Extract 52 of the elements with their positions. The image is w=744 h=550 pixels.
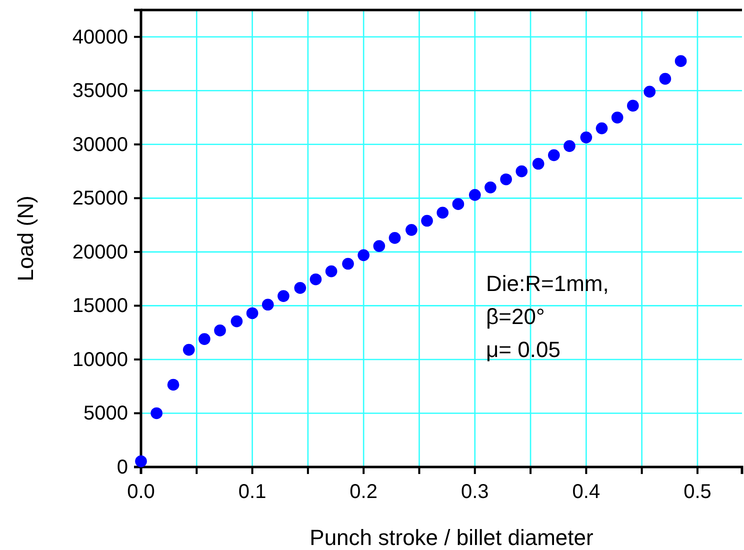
point (182, 344, 195, 356)
y-tick-label: 10000 (72, 348, 128, 371)
x-tick-label: 0.5 (684, 481, 712, 504)
point (358, 249, 370, 262)
x-tick-label: 0.4 (572, 481, 600, 504)
x-tick-label: 0.1 (238, 481, 266, 504)
y-tick-label: 30000 (72, 134, 128, 156)
point (342, 258, 354, 270)
point (564, 140, 576, 152)
point (580, 132, 592, 144)
point (436, 206, 449, 219)
point (548, 149, 560, 162)
point (611, 112, 624, 124)
point (516, 165, 528, 178)
y-tick-label: 5000 (84, 402, 128, 425)
point (278, 290, 290, 302)
point (373, 240, 386, 252)
point (674, 55, 687, 67)
point (388, 232, 401, 244)
point (246, 307, 258, 320)
point (596, 122, 608, 134)
y-tick-label: 15000 (72, 295, 128, 318)
point (406, 224, 418, 236)
x-axis-title: Punch stroke / billet diameter (310, 525, 594, 550)
x-tick-label: 0.0 (127, 481, 155, 504)
y-tick-label: 35000 (72, 80, 128, 102)
point (500, 173, 512, 186)
point (230, 315, 243, 328)
point (167, 378, 180, 391)
point (627, 100, 639, 112)
x-tick-label: 0.3 (460, 481, 489, 504)
point (135, 455, 147, 468)
point (532, 158, 544, 170)
y-tick-label: 20000 (72, 241, 128, 264)
y-tick-label: 40000 (72, 26, 128, 48)
point (325, 265, 338, 278)
point (214, 324, 226, 336)
point (644, 86, 656, 98)
point (294, 282, 306, 294)
point (659, 72, 672, 85)
point (468, 189, 481, 201)
point (198, 333, 210, 345)
point (262, 298, 274, 311)
y-tick-label: 25000 (72, 188, 128, 210)
y-tick-label: 0 (116, 456, 128, 478)
point (452, 198, 464, 210)
point (310, 273, 322, 286)
y-axis-title: Load (N) (13, 196, 38, 282)
point (421, 214, 433, 227)
point (484, 182, 496, 194)
x-tick-label: 0.2 (350, 481, 378, 504)
point (150, 407, 162, 420)
